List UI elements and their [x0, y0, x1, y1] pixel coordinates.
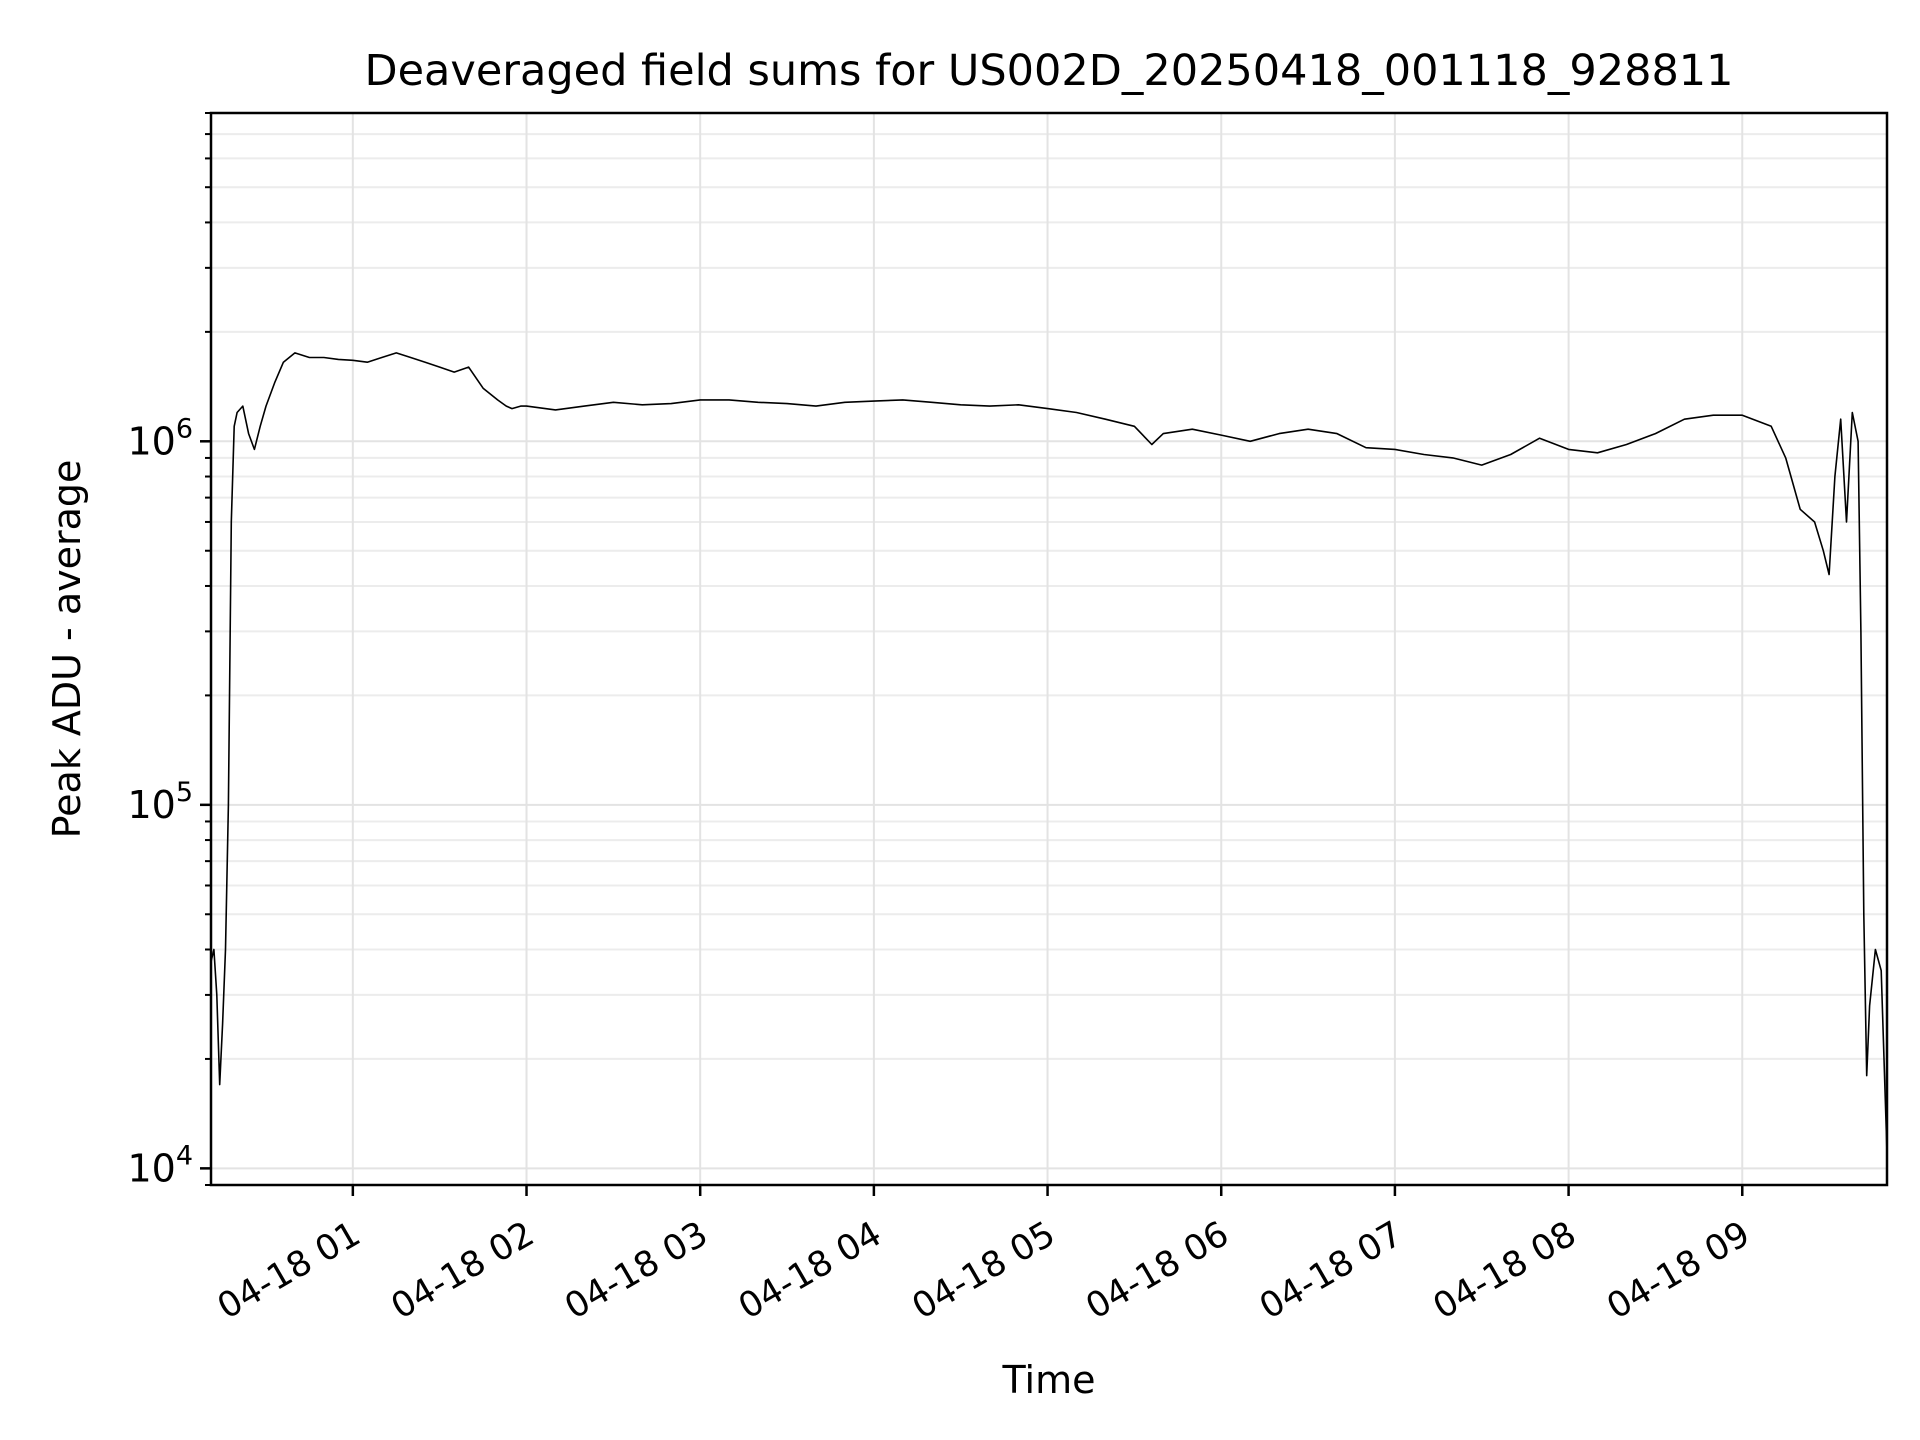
x-tick-label: 04-18 02	[385, 1214, 541, 1327]
x-tick-label: 04-18 08	[1427, 1214, 1583, 1327]
x-tick-label: 04-18 07	[1253, 1214, 1409, 1327]
grid	[211, 112, 1887, 1186]
x-axis: 04-18 01 04-18 02 04-18 03 04-18 04 04-18 05…	[211, 1185, 1757, 1327]
x-tick-label: 04-18 09	[1600, 1214, 1756, 1327]
y-axis: 104 105 106	[127, 112, 211, 1190]
y-tick-label: 106	[127, 413, 193, 463]
chart-title: Deaveraged field sums for US002D_2025041…	[364, 46, 1733, 96]
x-axis-label: Time	[1002, 1358, 1096, 1402]
y-tick-label: 105	[127, 777, 193, 827]
x-tick-label: 04-18 04	[732, 1214, 888, 1327]
x-tick-label: 04-18 01	[211, 1214, 367, 1327]
x-tick-label: 04-18 03	[558, 1214, 714, 1327]
plot-frame	[209, 111, 1889, 1187]
y-axis-label: Peak ADU - average	[45, 460, 89, 839]
y-tick-label: 104	[127, 1140, 193, 1190]
series-line	[210, 352, 1888, 1154]
x-tick-label: 04-18 05	[906, 1214, 1062, 1327]
x-tick-label: 04-18 06	[1079, 1214, 1235, 1327]
